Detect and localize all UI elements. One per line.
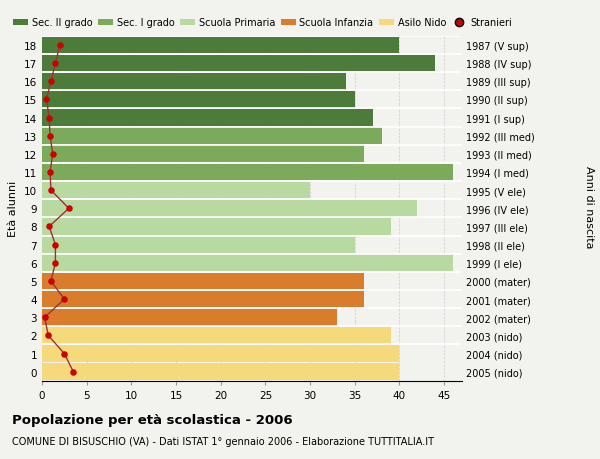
Point [50,60,60,67]
Bar [42,273,364,290]
Point [55,42,65,50]
Point [59,350,69,358]
Point [45,169,55,176]
Bar [42,56,435,72]
Y-axis label: Età alunni: Età alunni [8,181,19,237]
Bar [42,255,453,272]
Point [50,241,60,249]
Point [48,151,58,158]
Bar [42,110,373,127]
Bar [42,74,346,90]
Point [43,332,53,339]
Point [46,78,56,86]
Point [44,115,54,122]
Bar [42,164,453,181]
Point [59,296,69,303]
Bar [42,364,400,380]
Point [46,187,56,195]
Point [64,205,74,213]
Text: COMUNE DI BISUSCHIO (VA) - Dati ISTAT 1° gennaio 2006 - Elaborazione TUTTITALIA.: COMUNE DI BISUSCHIO (VA) - Dati ISTAT 1°… [12,436,434,446]
Bar [42,291,364,308]
Point [41,96,51,104]
Point [46,278,56,285]
Text: Anni di nascita: Anni di nascita [584,165,594,248]
Point [45,133,55,140]
Bar [42,38,400,54]
Legend: Sec. II grado, Sec. I grado, Scuola Primaria, Scuola Infanzia, Asilo Nido, Stran: Sec. II grado, Sec. I grado, Scuola Prim… [13,18,512,28]
Bar [42,309,337,326]
Bar [42,346,400,362]
Bar [42,182,310,199]
Bar [42,237,355,253]
Bar [42,128,382,145]
Text: Popolazione per età scolastica - 2006: Popolazione per età scolastica - 2006 [12,413,293,426]
Bar [42,201,418,217]
Bar [42,146,364,163]
Bar [42,327,391,344]
Bar [42,218,391,235]
Point [40,314,49,321]
Point [68,368,78,375]
Point [50,259,60,267]
Bar [42,92,355,108]
Point [44,223,54,230]
